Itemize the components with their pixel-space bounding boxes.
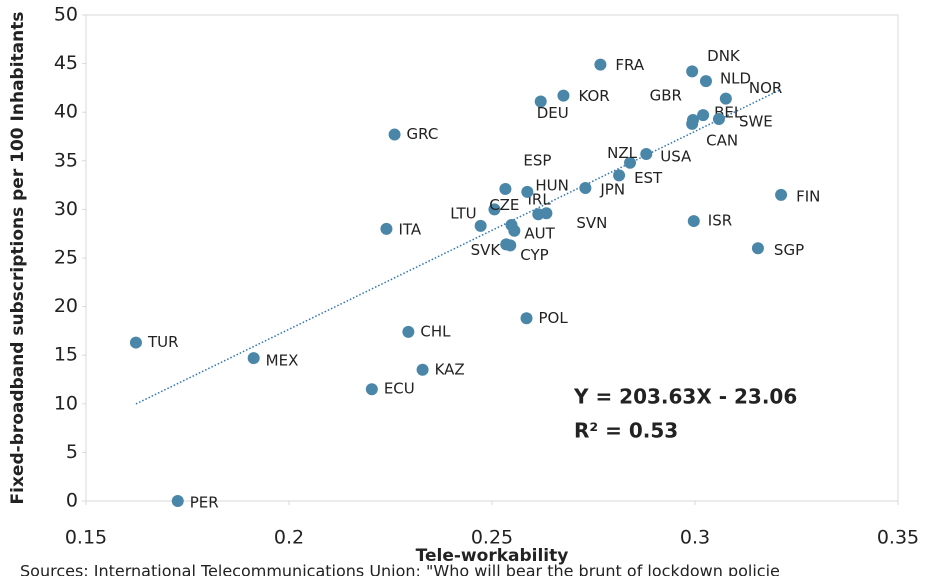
r-squared: R² = 0.53: [574, 419, 678, 443]
point-label: TUR: [147, 333, 179, 351]
point-label: CHL: [420, 322, 451, 340]
point: [388, 128, 401, 141]
point-label: ISR: [708, 212, 732, 230]
point-label: SVK: [471, 241, 502, 259]
point: [505, 218, 518, 231]
point: [380, 222, 393, 235]
point: [687, 215, 700, 228]
y-tick-label: 10: [54, 392, 78, 414]
point-label: NOR: [749, 79, 782, 97]
point: [504, 239, 517, 252]
point-label: MEX: [266, 352, 299, 370]
y-tick-label: 35: [54, 149, 78, 171]
trendline: [135, 88, 782, 405]
equation: Y = 203.63X - 23.06: [573, 385, 797, 409]
point: [365, 383, 378, 396]
point-label: CZE: [489, 196, 519, 214]
point: [775, 188, 788, 201]
point: [579, 182, 592, 195]
point: [699, 75, 712, 88]
point: [697, 109, 710, 122]
point-label: AUT: [524, 224, 555, 242]
point-label: POL: [539, 309, 569, 327]
point-label: KOR: [578, 87, 609, 105]
y-tick-label: 0: [66, 490, 78, 512]
point-label: DEU: [537, 104, 569, 122]
point: [686, 65, 699, 78]
point-label: USA: [660, 147, 692, 165]
point: [171, 495, 184, 507]
point-label: SGP: [774, 241, 804, 259]
y-tick-label: 30: [54, 198, 78, 220]
point-label: NLD: [720, 70, 751, 88]
point-label: FIN: [796, 187, 820, 205]
x-tick-label: 0.35: [877, 527, 919, 549]
y-tick-label: 5: [66, 441, 78, 463]
point: [624, 156, 637, 169]
point-label: SVN: [576, 214, 607, 232]
point: [686, 117, 699, 130]
y-tick-label: 50: [54, 4, 78, 26]
point-label: PER: [190, 494, 219, 512]
point-label: JPN: [599, 181, 625, 199]
point-label: LTU: [450, 204, 476, 222]
point: [751, 242, 764, 255]
x-tick-label: 0.15: [65, 527, 107, 549]
point: [520, 312, 533, 325]
point: [712, 113, 725, 126]
point-label: NZL: [607, 144, 637, 162]
point-label: SWE: [739, 113, 773, 131]
y-tick-label: 20: [54, 295, 78, 317]
point: [640, 147, 653, 160]
point: [719, 92, 732, 105]
point-label: IRL: [527, 190, 551, 208]
point: [532, 208, 545, 221]
x-axis-title: Tele-workability: [416, 546, 569, 566]
point-label: HUN: [535, 176, 568, 194]
point-label: ITA: [398, 220, 421, 238]
x-tick-label: 0.3: [680, 527, 710, 549]
point: [534, 95, 547, 108]
point-label: CAN: [706, 131, 738, 149]
point: [521, 185, 534, 198]
point: [594, 58, 607, 71]
y-tick-label: 40: [54, 101, 78, 123]
y-axis-title: Fixed-broadband subscriptions per 100 In…: [8, 12, 28, 505]
point-label: GRC: [407, 125, 439, 143]
point-label: FRA: [615, 56, 644, 74]
point: [499, 182, 512, 195]
footer: Sources: International Telecommunication…: [20, 562, 780, 576]
y-tick-label: 25: [54, 247, 78, 269]
point-label: DNK: [707, 47, 741, 65]
point: [402, 325, 415, 338]
point: [488, 203, 501, 216]
point: [129, 336, 142, 349]
point: [474, 219, 487, 232]
point-label: GBR: [650, 86, 682, 104]
point: [613, 169, 626, 182]
x-tick-label: 0.25: [471, 527, 513, 549]
point: [557, 89, 570, 102]
point-label: CYP: [520, 246, 548, 264]
point-label: ESP: [523, 151, 551, 169]
x-tick-label: 0.2: [274, 527, 304, 549]
point-label: EST: [634, 169, 663, 187]
y-tick-label: 45: [54, 52, 78, 74]
point-label: ECU: [384, 380, 415, 398]
y-tick-label: 15: [54, 344, 78, 366]
point: [247, 352, 260, 365]
point: [416, 363, 429, 376]
point-label: KAZ: [435, 360, 465, 378]
